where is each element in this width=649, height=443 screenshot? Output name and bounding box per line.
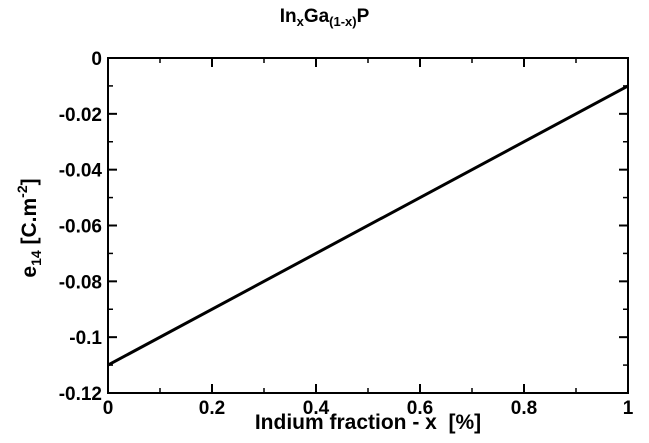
- series-line: [107, 84, 629, 367]
- y-tick-label: 0: [91, 49, 102, 70]
- chart-title-part: P: [356, 6, 370, 27]
- x-tick-label: 0.8: [511, 398, 537, 419]
- x-axis-label: Indium fraction - x [%]: [254, 411, 482, 434]
- chart-title-subscript: x: [296, 14, 304, 29]
- y-axis-label-part: ]: [18, 178, 41, 186]
- y-axis-label-superscript: -2: [14, 185, 30, 198]
- y-axis-label-subscript: 14: [28, 250, 44, 266]
- chart-title-subscript: (1-x): [329, 14, 357, 29]
- x-tick-label: 0.2: [199, 398, 225, 419]
- y-tick-label: -0.1: [69, 328, 102, 349]
- x-tick-label: 0.4: [303, 398, 330, 419]
- y-tick-label: -0.08: [59, 272, 102, 293]
- y-tick-label: -0.02: [59, 105, 102, 126]
- x-tick-label: 0: [103, 398, 114, 419]
- chart-title-part: In: [279, 6, 297, 27]
- y-axis-label: e14 [C.m-2]: [14, 178, 44, 278]
- chart-title: InxGa(1-x)P: [0, 2, 649, 32]
- y-tick-label: -0.06: [59, 217, 102, 238]
- chart-title-part: Ga: [303, 6, 330, 27]
- x-tick-label: 0.6: [407, 398, 433, 419]
- y-axis-label-part: [C.m: [18, 197, 41, 251]
- y-tick-label: -0.12: [59, 384, 102, 405]
- x-tick-label: 1: [623, 398, 634, 419]
- y-axis-label-part: e: [18, 265, 41, 278]
- y-tick-label: -0.04: [59, 161, 103, 182]
